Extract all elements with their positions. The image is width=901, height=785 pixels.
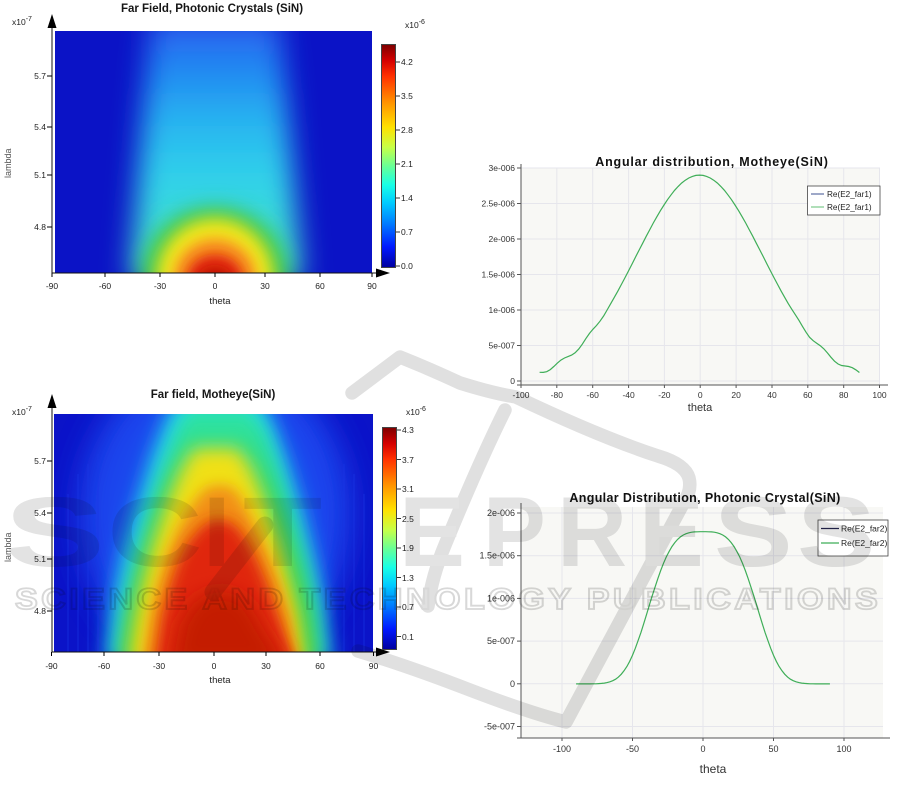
svg-text:theta: theta — [688, 402, 713, 414]
svg-text:5e-007: 5e-007 — [487, 636, 515, 646]
svg-text:-100: -100 — [512, 390, 529, 400]
svg-text:3e-006: 3e-006 — [489, 163, 516, 173]
svg-text:1.5e-006: 1.5e-006 — [481, 270, 515, 280]
svg-text:0: 0 — [510, 679, 515, 689]
svg-text:-60: -60 — [587, 390, 600, 400]
svg-text:100: 100 — [836, 744, 851, 754]
svg-text:0: 0 — [510, 376, 515, 386]
svg-text:2e-006: 2e-006 — [487, 508, 515, 518]
svg-text:5e-007: 5e-007 — [489, 341, 516, 351]
svg-text:80: 80 — [839, 390, 849, 400]
svg-text:Angular Distribution, Photonic: Angular Distribution, Photonic Crystal(S… — [569, 491, 840, 505]
svg-text:-100: -100 — [553, 744, 571, 754]
svg-text:-80: -80 — [551, 390, 564, 400]
svg-text:1e-006: 1e-006 — [489, 305, 516, 315]
svg-text:1.5e-006: 1.5e-006 — [479, 551, 515, 561]
svg-text:0: 0 — [698, 390, 703, 400]
svg-text:Angular distribution, Motheye(: Angular distribution, Motheye(SiN) — [595, 155, 828, 169]
svg-text:Re(E2_far1): Re(E2_far1) — [827, 203, 872, 212]
svg-text:Re(E2_far2): Re(E2_far2) — [841, 538, 887, 548]
svg-text:40: 40 — [767, 390, 777, 400]
svg-text:-50: -50 — [626, 744, 639, 754]
svg-text:theta: theta — [700, 762, 727, 776]
svg-text:1e-006: 1e-006 — [487, 593, 515, 603]
svg-text:100: 100 — [872, 390, 886, 400]
svg-text:60: 60 — [803, 390, 813, 400]
svg-text:2e-006: 2e-006 — [489, 234, 516, 244]
svg-text:Re(E2_far2): Re(E2_far2) — [841, 524, 887, 534]
svg-text:-5e-007: -5e-007 — [484, 722, 515, 732]
svg-text:0: 0 — [700, 744, 705, 754]
svg-text:50: 50 — [768, 744, 778, 754]
svg-text:Re(E2_far1): Re(E2_far1) — [827, 190, 872, 199]
svg-text:20: 20 — [731, 390, 741, 400]
svg-text:-40: -40 — [622, 390, 635, 400]
svg-text:2.5e-006: 2.5e-006 — [481, 199, 515, 209]
svg-text:-20: -20 — [658, 390, 671, 400]
